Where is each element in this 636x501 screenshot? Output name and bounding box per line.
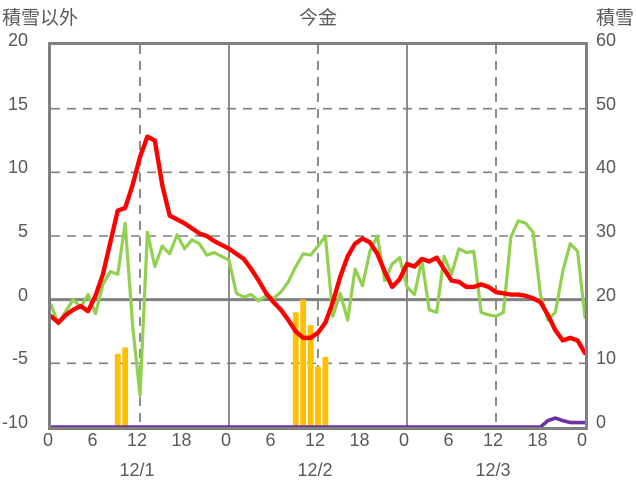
precipitation-bar-3 xyxy=(300,299,307,427)
y-axis-right-tick-50: 50 xyxy=(596,93,617,114)
x-axis-tick-5: 6 xyxy=(265,430,276,450)
precipitation-bar-1 xyxy=(122,347,129,427)
precipitation-bar-6 xyxy=(322,356,329,427)
precipitation-bar-5 xyxy=(315,366,321,427)
y-axis-right-tick-10: 10 xyxy=(596,348,617,369)
x-axis-tick-10: 12 xyxy=(482,430,504,450)
plot-area xyxy=(48,42,588,430)
plot-canvas xyxy=(51,45,585,427)
x-axis-tick-2: 12 xyxy=(126,430,148,450)
chart-title: 今金 xyxy=(298,8,337,29)
y-axis-left-tick-10: 10 xyxy=(7,157,28,178)
x-axis-tick-3: 18 xyxy=(171,430,192,450)
precipitation-bar-0 xyxy=(114,353,121,427)
x-axis-tick-0: 0 xyxy=(42,430,53,450)
x-axis-tick-12: 0 xyxy=(576,430,587,450)
left-axis-title: 積雪以外 xyxy=(2,8,79,29)
y-axis-left-tick-0: 0 xyxy=(17,284,28,305)
y-axis-left-tick-15: 15 xyxy=(7,93,28,114)
y-axis-left-tick--5: -5 xyxy=(11,348,28,369)
x-axis-tick-7: 18 xyxy=(349,430,370,450)
x-axis-date-12-2: 12/2 xyxy=(297,460,333,480)
x-axis-tick-9: 6 xyxy=(443,430,454,450)
right-axis-title: 積雪 xyxy=(595,8,634,29)
wind-line xyxy=(51,219,585,397)
precipitation-bar-4 xyxy=(307,325,314,427)
chart-svg xyxy=(51,45,585,427)
y-axis-left-tick--10: -10 xyxy=(1,412,28,432)
x-axis-date-12-3: 12/3 xyxy=(475,460,511,480)
x-axis-tick-1: 6 xyxy=(87,430,98,450)
x-axis-date-12-1: 12/1 xyxy=(119,460,155,480)
y-axis-right-tick-0: 0 xyxy=(596,412,607,432)
x-axis-tick-11: 18 xyxy=(527,430,548,450)
x-axis-tick-6: 12 xyxy=(304,430,326,450)
temperature-line xyxy=(51,134,585,356)
y-axis-right-tick-20: 20 xyxy=(596,284,617,305)
y-axis-right-tick-60: 60 xyxy=(596,30,617,50)
y-axis-right-tick-30: 30 xyxy=(596,221,617,241)
x-axis-tick-8: 0 xyxy=(398,430,409,450)
precipitation-bar-2 xyxy=(292,312,299,427)
x-axis-tick-4: 0 xyxy=(220,430,231,450)
y-axis-left-tick-5: 5 xyxy=(17,221,28,241)
y-axis-right-tick-40: 40 xyxy=(596,157,617,178)
y-axis-left-tick-20: 20 xyxy=(7,30,28,50)
